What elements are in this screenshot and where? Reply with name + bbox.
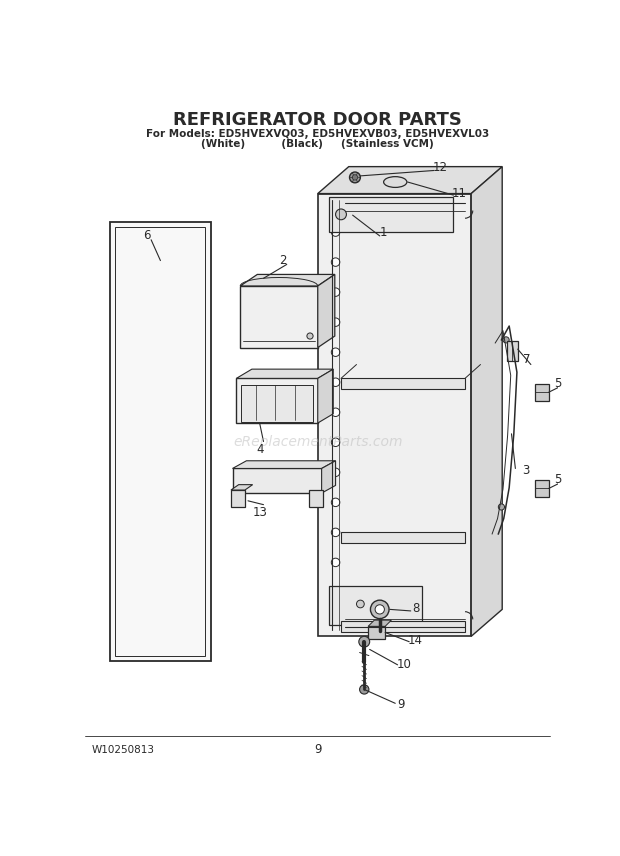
Bar [317, 193, 471, 636]
Text: 4: 4 [257, 443, 264, 455]
Bar [329, 586, 422, 625]
Circle shape [331, 378, 340, 386]
Polygon shape [317, 275, 335, 348]
Circle shape [498, 504, 505, 510]
Circle shape [331, 348, 340, 356]
Text: 5: 5 [554, 377, 562, 389]
Text: 9: 9 [314, 743, 322, 756]
Ellipse shape [384, 176, 407, 187]
Polygon shape [231, 484, 253, 490]
Circle shape [352, 175, 358, 180]
Text: 2: 2 [279, 254, 286, 267]
Polygon shape [317, 369, 334, 423]
Circle shape [359, 636, 370, 647]
Polygon shape [368, 620, 391, 627]
Text: W10250813: W10250813 [92, 745, 154, 754]
Circle shape [371, 600, 389, 619]
Circle shape [331, 558, 340, 567]
Circle shape [331, 438, 340, 447]
Text: eReplacementParts.com: eReplacementParts.com [233, 435, 402, 449]
Text: 10: 10 [396, 658, 411, 671]
Text: REFRIGERATOR DOOR PARTS: REFRIGERATOR DOOR PARTS [174, 110, 462, 128]
Bar [534, 383, 549, 401]
Bar [341, 378, 465, 389]
Circle shape [331, 288, 340, 296]
Circle shape [350, 172, 360, 183]
Circle shape [331, 258, 340, 266]
Circle shape [331, 498, 340, 507]
Circle shape [331, 588, 340, 597]
Bar [534, 480, 549, 497]
Circle shape [331, 228, 340, 236]
Text: 8: 8 [412, 602, 420, 615]
Text: 14: 14 [408, 633, 423, 646]
Text: 6: 6 [143, 229, 150, 242]
Text: For Models: ED5HVEXVQ03, ED5HVEXVB03, ED5HVEXVL03: For Models: ED5HVEXVQ03, ED5HVEXVB03, ED… [146, 128, 489, 139]
Bar [241, 384, 313, 421]
Text: 9: 9 [397, 698, 405, 711]
Bar [341, 532, 465, 544]
Circle shape [331, 528, 340, 537]
Circle shape [375, 604, 384, 614]
Polygon shape [317, 167, 502, 193]
Circle shape [335, 209, 347, 220]
Text: (White)          (Black)     (Stainless VCM): (White) (Black) (Stainless VCM) [202, 140, 434, 149]
Text: 12: 12 [433, 161, 448, 174]
Bar [241, 286, 317, 348]
Bar [232, 468, 322, 493]
Text: 3: 3 [522, 464, 529, 478]
Bar [110, 222, 211, 661]
Bar [115, 228, 205, 656]
Text: 13: 13 [252, 506, 267, 519]
Circle shape [360, 685, 369, 694]
Text: 7: 7 [523, 353, 531, 366]
Bar [309, 490, 323, 507]
Bar [368, 627, 385, 639]
Bar [231, 490, 245, 507]
Circle shape [503, 336, 509, 343]
Text: 5: 5 [554, 473, 562, 485]
Text: 11: 11 [451, 187, 466, 200]
Polygon shape [241, 275, 335, 286]
Bar [341, 621, 465, 632]
Circle shape [356, 600, 365, 608]
Polygon shape [232, 461, 335, 468]
Bar [236, 378, 317, 423]
Polygon shape [471, 167, 502, 636]
Circle shape [331, 468, 340, 477]
Bar [507, 342, 518, 361]
Bar [329, 198, 453, 232]
Polygon shape [236, 369, 334, 378]
Circle shape [331, 318, 340, 326]
Circle shape [307, 333, 313, 339]
Polygon shape [322, 461, 335, 493]
Circle shape [331, 408, 340, 417]
Text: 1: 1 [380, 226, 388, 240]
